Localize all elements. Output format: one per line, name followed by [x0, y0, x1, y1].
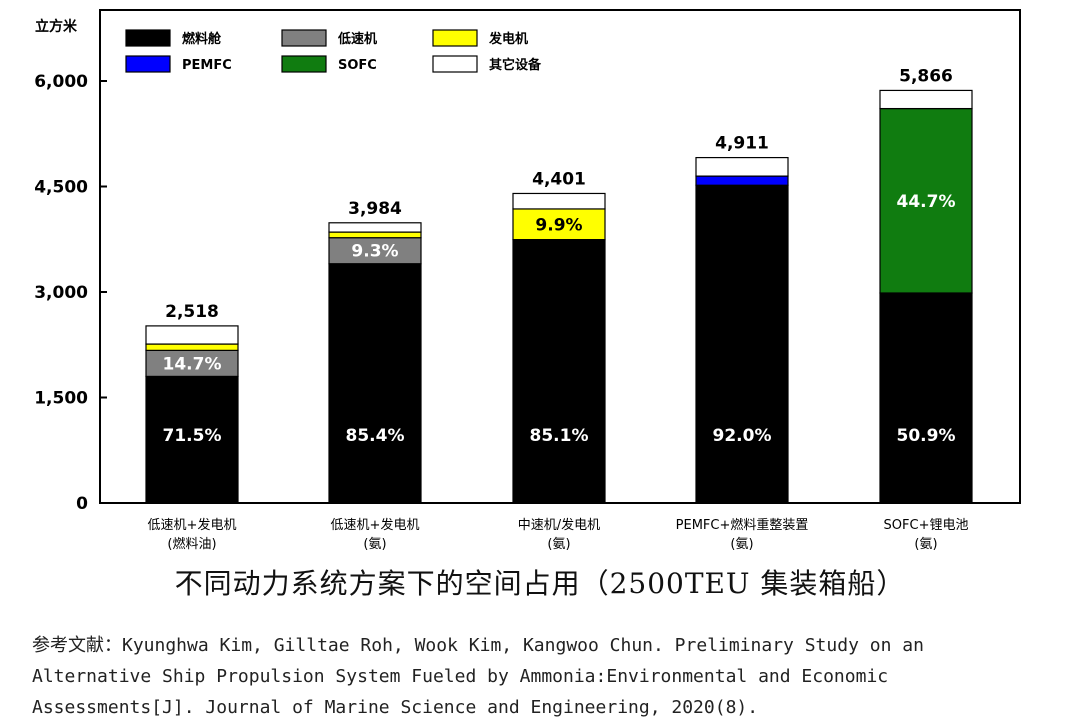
x-category-label: SOFC+锂电池 [884, 518, 969, 533]
x-category-sublabel: (氨) [730, 537, 753, 552]
bar-segment-label: 92.0% [713, 426, 772, 446]
bar-segment [879, 107, 973, 294]
bar-segment [145, 343, 239, 351]
reference-line-2: Alternative Ship Propulsion System Fuele… [32, 666, 889, 687]
bar-segment-label: 9.9% [535, 215, 582, 235]
y-axis-label: 立方米 [35, 18, 78, 35]
x-category-sublabel: (燃料油) [167, 536, 216, 552]
x-category-label: 中速机/发电机 [518, 517, 600, 533]
x-category-label: 低速机+发电机 [148, 517, 237, 533]
bar-segment-label: 44.7% [897, 192, 956, 212]
bar-segment [695, 175, 789, 186]
legend-label: 燃料舱 [182, 31, 222, 47]
legend-swatch [432, 55, 478, 73]
bar-segment [328, 237, 422, 265]
bar-segment [512, 192, 606, 210]
bar-segment [695, 184, 789, 504]
legend-swatch [432, 29, 478, 47]
bar-segment-label: 71.5% [163, 426, 222, 446]
x-category-label: PEMFC+燃料重整装置 [676, 517, 809, 533]
x-category-sublabel: (氨) [547, 537, 570, 552]
legend-label: PEMFC [182, 58, 232, 73]
bar-segment [328, 222, 422, 233]
bar-segment-label: 14.7% [163, 354, 222, 374]
bar-segment [328, 263, 422, 504]
chart-caption: 不同动力系统方案下的空间占用（2500TEU 集装箱船） [174, 567, 906, 600]
legend-label: 低速机 [337, 31, 377, 47]
bar-segment-label: 50.9% [897, 426, 956, 446]
bar-segment [879, 89, 973, 110]
bar-total-label: 2,518 [165, 302, 219, 322]
legend-swatch [281, 29, 327, 47]
bar-segment-label: 9.3% [351, 242, 398, 262]
x-category-sublabel: (氨) [914, 537, 937, 552]
legend-label: 发电机 [488, 31, 528, 47]
stacked-bar-chart: 立方米 0 1,500 3,000 4,500 6,000 71.5% 14.7% 2,518 低… [34, 9, 1021, 552]
legend-label: SOFC [338, 58, 377, 73]
reference-line-1: 参考文献：Kyunghwa Kim, Gilltae Roh, Wook Kim… [32, 635, 924, 656]
x-category-label: 低速机+发电机 [331, 517, 420, 533]
reference-line-3: Assessments[J]. Journal of Marine Scienc… [32, 697, 759, 718]
bar-segment-label: 85.1% [530, 426, 589, 446]
legend-label: 其它设备 [489, 57, 542, 73]
bar-total-label: 4,911 [715, 134, 769, 154]
reference-citation: 参考文献：Kyunghwa Kim, Gilltae Roh, Wook Kim… [32, 630, 1078, 723]
legend-swatch [125, 55, 171, 73]
bar-segment [512, 239, 606, 504]
bar-total-label: 5,866 [899, 66, 953, 86]
bar-segment [145, 325, 239, 345]
bar-segment [695, 156, 789, 177]
y-tick-label: 6,000 [34, 72, 88, 92]
legend-swatch [125, 29, 171, 47]
bar-total-label: 3,984 [348, 199, 402, 219]
bar-segment [328, 231, 422, 239]
bar-segment-label: 85.4% [346, 426, 405, 446]
y-tick-label: 0 [76, 494, 88, 514]
y-tick-label: 3,000 [34, 283, 88, 303]
x-category-sublabel: (氨) [363, 537, 386, 552]
legend-swatch [281, 55, 327, 73]
y-tick-label: 4,500 [34, 178, 88, 198]
bar-total-label: 4,401 [532, 169, 586, 189]
bar-segment [145, 349, 239, 378]
y-tick-label: 1,500 [34, 389, 88, 409]
bar-segment [879, 292, 973, 504]
